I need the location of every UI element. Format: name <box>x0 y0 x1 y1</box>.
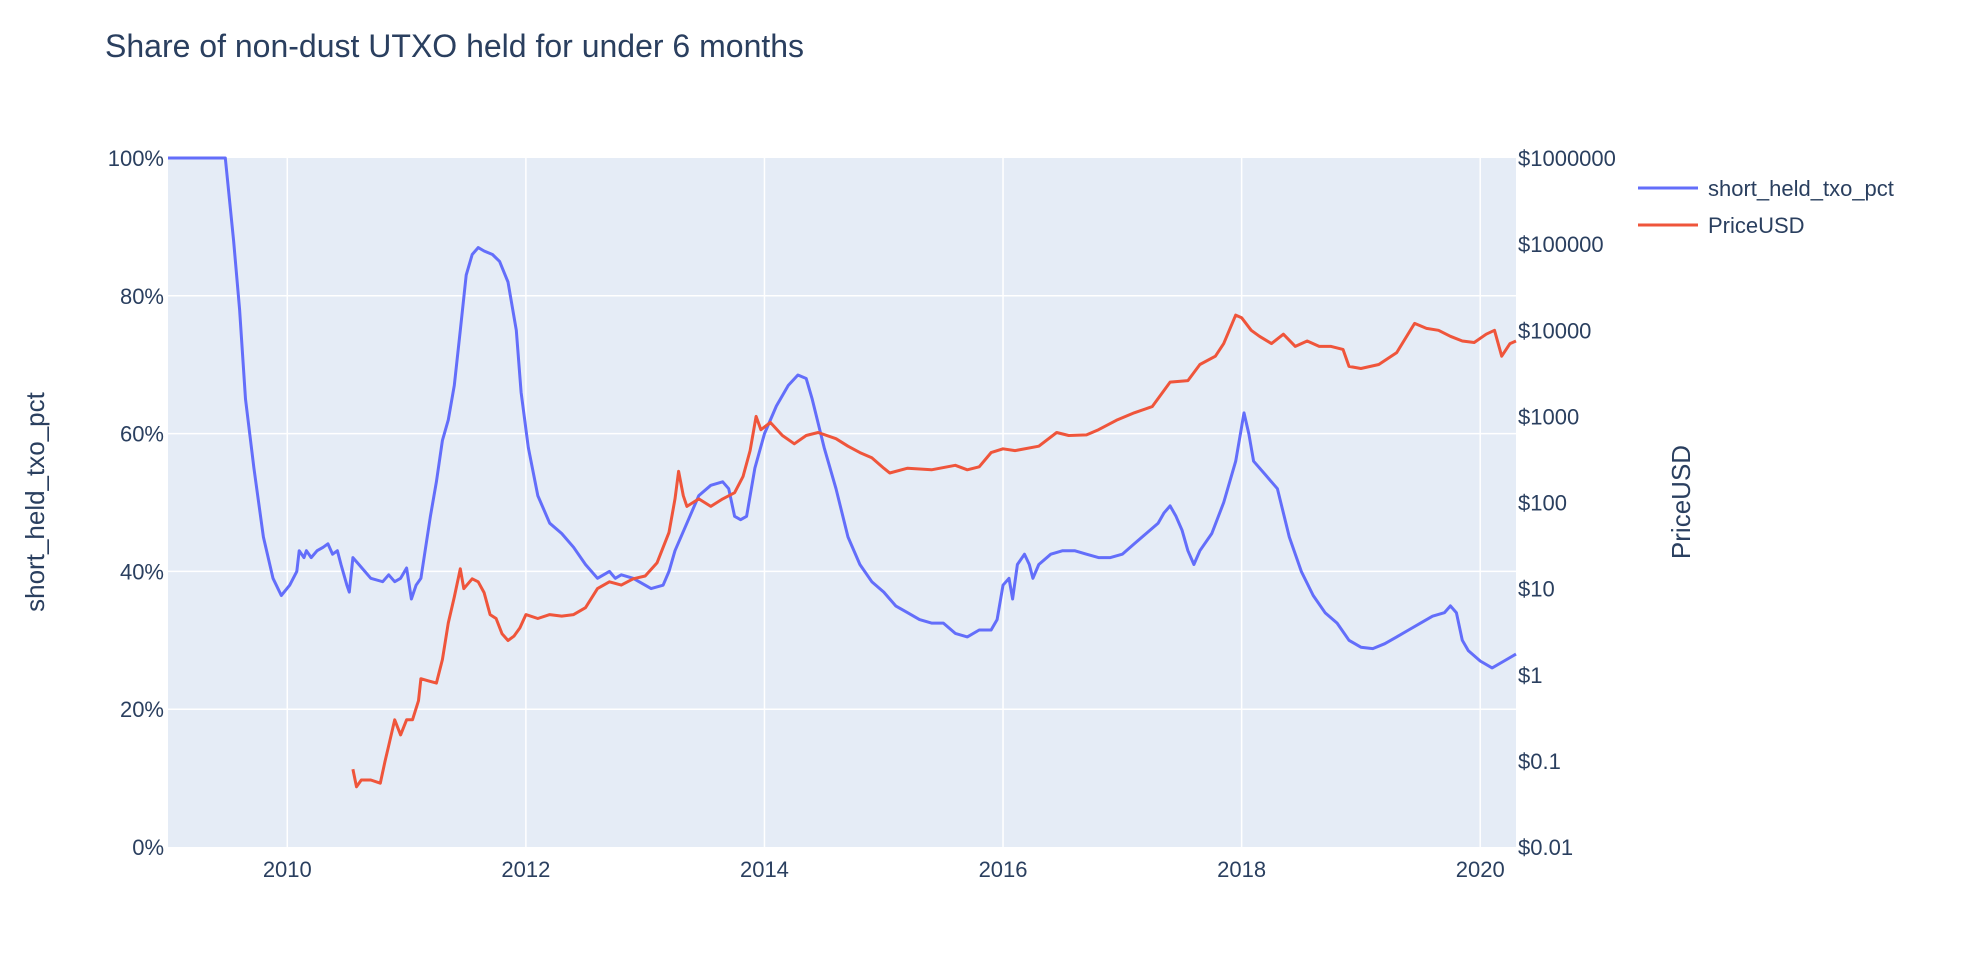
series-layer <box>168 156 1517 789</box>
legend-label: short_held_txo_pct <box>1708 176 1894 201</box>
y2-tick-label: $1 <box>1518 663 1542 688</box>
x-tick-label: 2010 <box>263 857 312 882</box>
y-tick-label: 100% <box>108 146 164 171</box>
x-tick-label: 2012 <box>501 857 550 882</box>
grid-lines <box>168 158 1516 847</box>
x-tick-label: 2014 <box>740 857 789 882</box>
y2-tick-label: $100000 <box>1518 232 1604 257</box>
y2-tick-label: $1000 <box>1518 404 1579 429</box>
y-tick-label: 80% <box>120 284 164 309</box>
y2-tick-label: $100 <box>1518 491 1567 516</box>
legend: short_held_txo_pct PriceUSD <box>1638 176 1894 238</box>
series-line-short-held-txo-pct <box>168 156 1517 670</box>
plot-area <box>168 158 1516 847</box>
y-tick-label: 0% <box>132 835 164 860</box>
y2-tick-label: $1000000 <box>1518 146 1616 171</box>
x-tick-label: 2016 <box>979 857 1028 882</box>
y-tick-label: 60% <box>120 422 164 447</box>
y2-tick-label: $0.1 <box>1518 749 1561 774</box>
chart-title: Share of non-dust UTXO held for under 6 … <box>105 28 804 64</box>
y-axis-title: short_held_txo_pct <box>20 391 50 611</box>
series-line-priceusd <box>351 313 1517 789</box>
legend-label: PriceUSD <box>1708 213 1805 238</box>
y2-tick-label: $0.01 <box>1518 835 1573 860</box>
y2-axis-title: PriceUSD <box>1666 445 1696 559</box>
y-tick-label: 20% <box>120 697 164 722</box>
y-tick-label: 40% <box>120 559 164 584</box>
y2-tick-label: $10000 <box>1518 318 1591 343</box>
x-tick-label: 2018 <box>1217 857 1266 882</box>
x-tick-label: 2020 <box>1456 857 1505 882</box>
y2-tick-label: $10 <box>1518 577 1555 602</box>
axes: 0% 20% 40% 60% 80% 100% 2010 2012 2014 2016 2018 20… <box>108 146 1616 882</box>
